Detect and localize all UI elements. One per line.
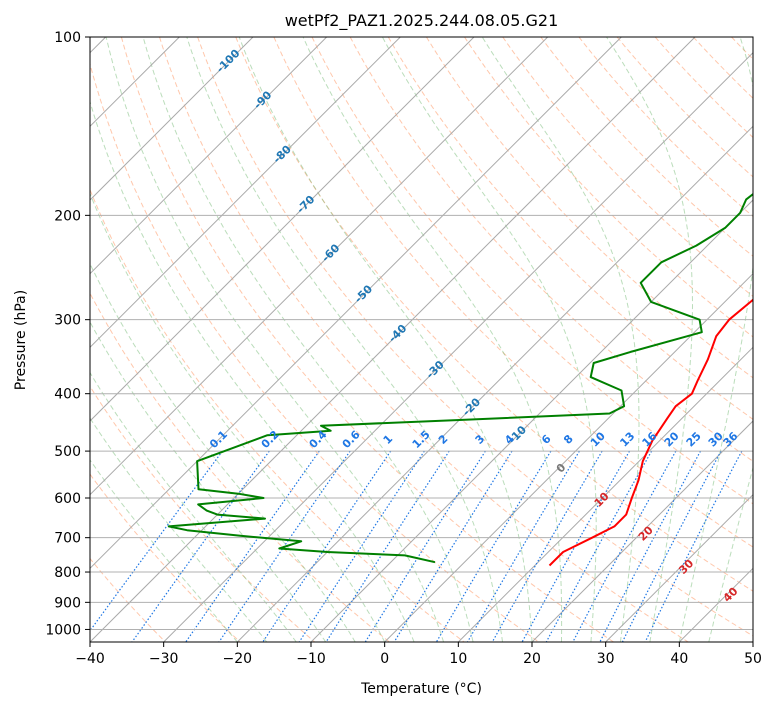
moist-adiabat-line: [90, 417, 268, 642]
moist-adiabat-line: [678, 37, 753, 642]
dry-adiabat-line: [425, 37, 753, 379]
x-tick-label: 50: [744, 651, 762, 667]
moist-adiabat-line: [90, 192, 386, 642]
mixing-ratio-line: [298, 450, 425, 642]
y-tick-label: 200: [54, 208, 81, 224]
isotherm-line: [90, 37, 696, 642]
dry-adiabat-line: [311, 37, 753, 505]
isotherm-line: [163, 51, 753, 642]
dry-adiabat-line: [159, 37, 689, 642]
isotherm-line: [90, 37, 475, 422]
moist-adiabat-line: [186, 37, 503, 642]
isotherm-line: [90, 37, 254, 201]
moist-adiabat-line: [606, 37, 693, 642]
x-tick-label: −10: [296, 651, 326, 667]
dry-adiabat-line: [273, 37, 753, 548]
y-axis: 1000 900 800 700 600 500 400 300 200 100: [45, 30, 90, 638]
dry-adiabat-line: [90, 292, 390, 642]
y-tick-label: 400: [54, 387, 81, 403]
moist-adiabat-line: [381, 37, 597, 642]
y-tick-label: 300: [54, 313, 81, 329]
y-tick-label: 100: [54, 30, 81, 46]
mixing-ratio-line: [521, 450, 631, 642]
isotherm-line: [90, 37, 549, 496]
y-tick-label: 700: [54, 531, 81, 547]
y-tick-label: 1000: [45, 622, 81, 638]
y-tick-label: 500: [54, 444, 81, 460]
moist-adiabat-line: [105, 37, 445, 642]
x-tick-label: 20: [523, 651, 541, 667]
dry-adiabat-line: [349, 37, 753, 462]
isotherm-line: [90, 37, 622, 570]
dewpoint-profile-line: [167, 192, 753, 564]
x-tick-label: 40: [670, 651, 688, 667]
dry-adiabat-line: [502, 37, 753, 298]
dry-adiabat-line: [90, 188, 465, 642]
isotherm-line: [457, 346, 753, 642]
mixing-ratio-line: [621, 450, 722, 642]
moist-adiabat-line: [238, 37, 533, 642]
background-lines: [90, 37, 753, 642]
x-tick-label: 30: [597, 651, 615, 667]
temperature-profile-line: [548, 298, 753, 567]
y-tick-label: 600: [54, 491, 81, 507]
mixing-ratio-line: [218, 450, 351, 642]
mixing-ratio-line: [466, 450, 580, 642]
x-tick-label: 10: [449, 651, 467, 667]
mixing-ratio-line: [185, 450, 320, 642]
isotherm-line: [531, 420, 753, 642]
profile-series: [167, 192, 753, 567]
dry-adiabat-line: [90, 62, 540, 642]
dry-adiabat-line: [540, 37, 753, 257]
mixing-ratio-line: [364, 450, 486, 642]
y-tick-label: 900: [54, 595, 81, 611]
mixing-ratio-line: [545, 450, 653, 642]
dry-adiabat-line: [197, 37, 753, 637]
isotherm-line: [310, 199, 753, 642]
mixing-ratio-line: [393, 450, 513, 642]
dry-adiabat-line: [120, 37, 614, 642]
x-axis: −40 −30 −20 −10 0 10 20 30 40 50: [75, 642, 762, 667]
isotherm-line: [384, 272, 753, 642]
plot-frame: [89, 36, 754, 643]
moist-adiabat-line: [90, 459, 238, 642]
x-tick-label: 0: [380, 651, 389, 667]
y-tick-label: 800: [54, 565, 81, 581]
isotherm-line: [236, 125, 753, 642]
moist-adiabat-line: [708, 465, 753, 642]
moist-adiabat-line: [142, 37, 474, 642]
moist-adiabat-line: [302, 37, 563, 642]
isotherm-line: [90, 37, 328, 275]
x-axis-title: Temperature (°C): [360, 681, 482, 697]
mixing-ratio-line: [644, 450, 743, 642]
isotherm-line: [90, 37, 401, 349]
x-tick-label: −20: [223, 651, 253, 667]
moist-adiabat-line: [90, 321, 327, 642]
mixing-ratio-line: [599, 450, 702, 642]
mixing-ratio-line: [90, 450, 223, 632]
dry-adiabat-line: [387, 37, 753, 420]
chart-title: wetPf2_PAZ1.2025.244.08.05.G21: [285, 11, 559, 31]
x-tick-label: −30: [149, 651, 179, 667]
dry-adiabat-line: [616, 37, 753, 178]
mixing-ratio-line: [572, 450, 677, 642]
isotherm-line: [605, 493, 753, 642]
mixing-ratio-line: [491, 450, 603, 642]
moist-adiabat-line: [90, 262, 356, 642]
dry-adiabat-line: [90, 385, 316, 642]
x-tick-label: −40: [75, 651, 105, 667]
y-axis-title: Pressure (hPa): [13, 290, 29, 390]
